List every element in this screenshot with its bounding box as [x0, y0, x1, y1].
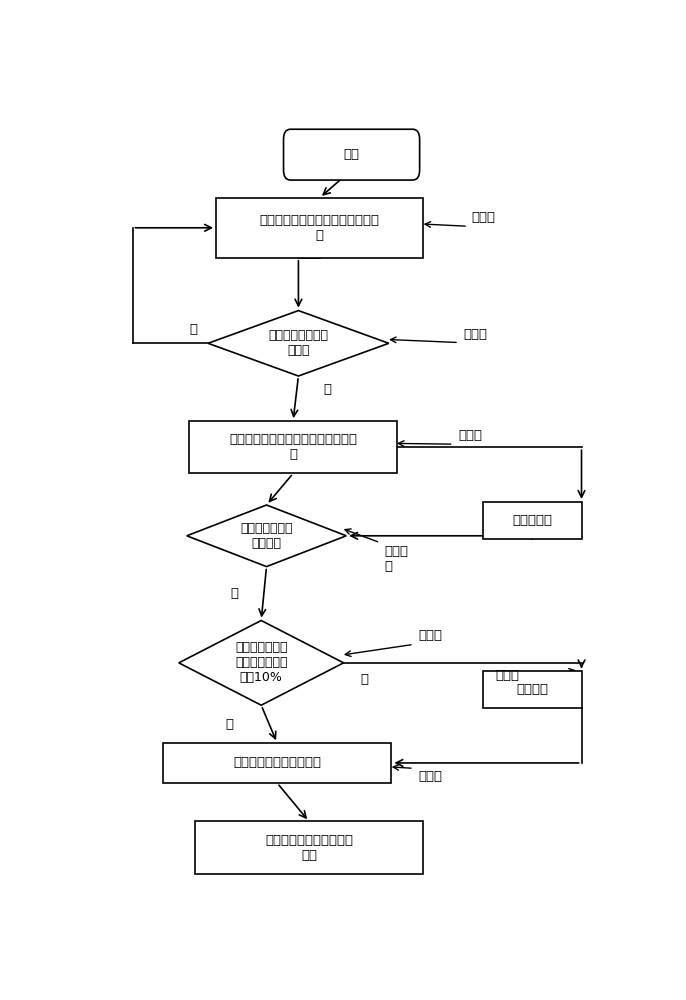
- Polygon shape: [179, 620, 344, 705]
- FancyBboxPatch shape: [283, 129, 420, 180]
- Text: 是: 是: [361, 673, 369, 686]
- Bar: [189, 421, 397, 473]
- Text: 步骤八: 步骤八: [495, 669, 519, 682]
- Text: 采集该路数据并送入寄存器内对应位
置: 采集该路数据并送入寄存器内对应位 置: [229, 433, 357, 461]
- Text: 步骤六: 步骤六: [418, 770, 442, 783]
- Text: 否: 否: [225, 718, 233, 731]
- Bar: [483, 502, 582, 539]
- Bar: [163, 743, 392, 783]
- Text: 对本周期内数据进行累加: 对本周期内数据进行累加: [233, 756, 321, 769]
- Bar: [216, 198, 423, 258]
- Text: 否: 否: [385, 560, 392, 573]
- Text: 步骤三: 步骤三: [458, 429, 482, 442]
- Text: 设置需要进行采集数据的传感器编
号: 设置需要进行采集数据的传感器编 号: [260, 214, 379, 242]
- Text: 进入下一路: 进入下一路: [512, 514, 552, 527]
- Text: 判断对称侧传感
器数值差值是否
大于10%: 判断对称侧传感 器数值差值是否 大于10%: [235, 641, 287, 684]
- Text: 步骤一: 步骤一: [472, 211, 496, 224]
- Text: 判断该路是否需采
集数据: 判断该路是否需采 集数据: [268, 329, 329, 357]
- Text: 步骤二: 步骤二: [463, 328, 487, 341]
- Text: 步骤四: 步骤四: [385, 545, 409, 558]
- Text: 进行报警: 进行报警: [517, 683, 548, 696]
- Bar: [195, 821, 423, 874]
- Text: 是: 是: [324, 383, 331, 396]
- Polygon shape: [208, 311, 389, 376]
- Text: 送入仪表电路进行处理、
显示: 送入仪表电路进行处理、 显示: [265, 834, 353, 862]
- Polygon shape: [187, 505, 346, 567]
- Text: 开始: 开始: [344, 148, 359, 161]
- Text: 步骤五: 步骤五: [418, 629, 442, 642]
- Text: 判断该采数周期
是否结束: 判断该采数周期 是否结束: [240, 522, 293, 550]
- Text: 是: 是: [230, 587, 239, 600]
- Text: 否: 否: [189, 323, 197, 336]
- Bar: [483, 671, 582, 708]
